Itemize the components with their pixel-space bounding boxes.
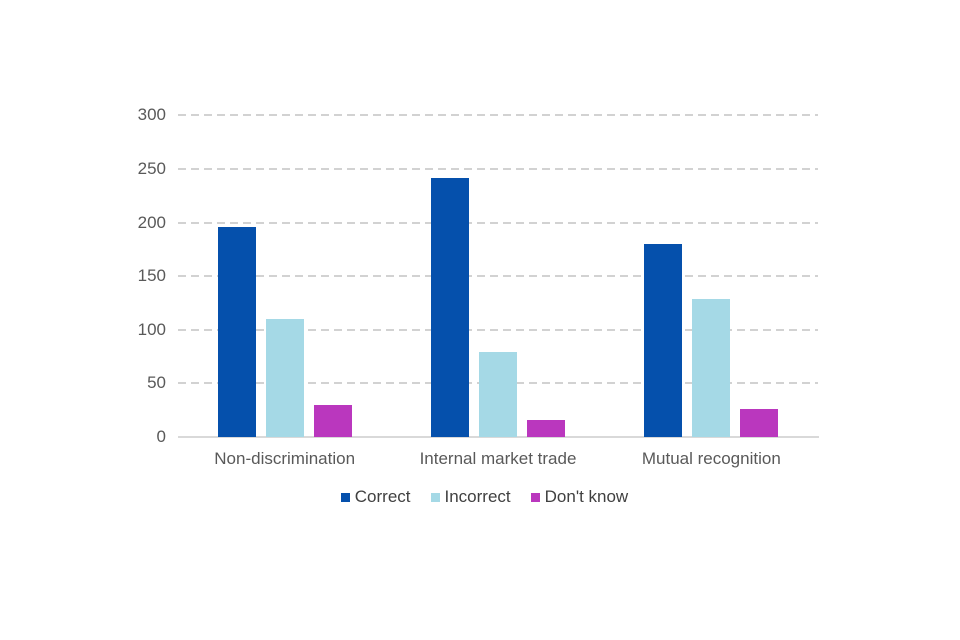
y-tick-label-150: 150: [137, 266, 166, 286]
y-tick-label-50: 50: [147, 373, 166, 393]
category-label-1: Non-discrimination: [214, 449, 356, 468]
bar-don-t-know-1: [313, 404, 352, 437]
legend-item-incorrect: Incorrect: [430, 487, 511, 506]
gridline-250: [178, 168, 818, 170]
bar-correct-3: [644, 244, 683, 437]
gridline-150: [178, 275, 818, 278]
legend-label: Incorrect: [444, 487, 511, 506]
legend: Correct Incorrect Don't know: [130, 488, 839, 506]
bar-group-2: [391, 177, 604, 437]
y-tick-label-0: 0: [156, 427, 166, 446]
bar-don-t-know-2: [526, 419, 565, 437]
bar-group-1: [178, 226, 391, 437]
bar-don-t-know-3: [740, 409, 779, 437]
bar-incorrect-3: [692, 298, 731, 437]
y-tick-label-100: 100: [137, 319, 166, 339]
legend-item-don-t-know: Don't know: [530, 487, 629, 506]
category-label-2: Internal market trade: [419, 449, 577, 468]
category-label-3: Mutual recognition: [641, 449, 781, 468]
legend-label: Don't know: [544, 487, 629, 506]
y-tick-label-300: 300: [137, 105, 166, 125]
bar-group-3: [605, 244, 818, 437]
legend-label: Correct: [354, 487, 411, 506]
gridline-200: [178, 221, 818, 224]
legend-item-correct: Correct: [340, 487, 411, 506]
bar-correct-2: [430, 177, 469, 437]
bar-incorrect-1: [265, 319, 304, 437]
gridline-100: [178, 328, 818, 331]
y-tick-label-200: 200: [137, 212, 166, 232]
y-tick-label-250: 250: [137, 159, 166, 178]
x-axis-line: [178, 436, 819, 438]
legend-swatch-icon: [430, 492, 440, 502]
bar-correct-1: [217, 226, 256, 437]
legend-swatch-icon: [530, 492, 540, 502]
legend-swatch-icon: [340, 492, 350, 502]
bar-incorrect-2: [478, 352, 517, 437]
gridline-300: [178, 114, 818, 117]
